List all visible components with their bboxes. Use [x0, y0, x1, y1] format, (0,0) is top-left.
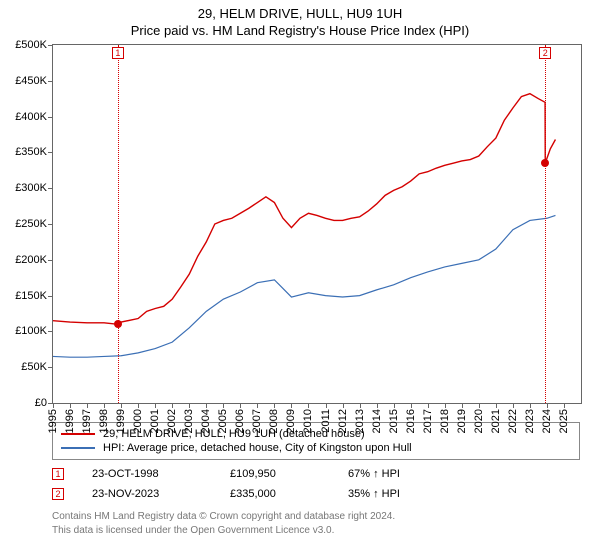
y-axis-label: £450K	[15, 75, 47, 87]
y-axis-label: £400K	[15, 111, 47, 123]
x-axis-label: 2004	[200, 409, 212, 433]
x-axis-label: 2002	[166, 409, 178, 433]
sale-marker: 1	[112, 47, 124, 59]
x-axis-label: 2019	[456, 409, 468, 433]
x-axis-label: 2023	[524, 409, 536, 433]
x-axis-label: 2016	[405, 409, 417, 433]
y-axis-label: £300K	[15, 182, 47, 194]
legend-row: HPI: Average price, detached house, City…	[61, 441, 571, 455]
x-axis-label: 1997	[81, 409, 93, 433]
chart-container: 29, HELM DRIVE, HULL, HU9 1UH Price paid…	[0, 0, 600, 560]
footer-line: Contains HM Land Registry data © Crown c…	[52, 510, 580, 524]
x-axis-label: 2024	[541, 409, 553, 433]
sale-hpi-pct: 67% ↑ HPI	[348, 468, 400, 480]
x-axis-label: 2012	[337, 409, 349, 433]
x-axis-label: 2021	[490, 409, 502, 433]
x-axis-label: 2018	[439, 409, 451, 433]
footer-attribution: Contains HM Land Registry data © Crown c…	[52, 510, 580, 537]
sales-row: 2 23-NOV-2023 £335,000 35% ↑ HPI	[52, 484, 580, 504]
y-axis-label: £50K	[21, 361, 47, 373]
x-axis-label: 2008	[268, 409, 280, 433]
x-axis-label: 1998	[98, 409, 110, 433]
y-axis-label: £250K	[15, 218, 47, 230]
x-axis-label: 2017	[422, 409, 434, 433]
x-axis-label: 1999	[115, 409, 127, 433]
x-axis-label: 2014	[371, 409, 383, 433]
chart-plot-area: 12 £0£50K£100K£150K£200K£250K£300K£350K£…	[52, 44, 582, 404]
y-axis-label: £150K	[15, 290, 47, 302]
x-axis-label: 2005	[217, 409, 229, 433]
hpi-line	[53, 215, 555, 357]
sale-marker-icon: 1	[52, 468, 64, 480]
x-axis-label: 2015	[388, 409, 400, 433]
x-axis-label: 2010	[302, 409, 314, 433]
legend-label: HPI: Average price, detached house, City…	[103, 442, 412, 454]
x-axis-label: 2003	[183, 409, 195, 433]
footer-line: This data is licensed under the Open Gov…	[52, 524, 580, 538]
sale-date: 23-OCT-1998	[92, 468, 202, 480]
sale-marker-icon: 2	[52, 488, 64, 500]
y-axis-label: £500K	[15, 39, 47, 51]
sale-date: 23-NOV-2023	[92, 488, 202, 500]
y-axis-label: £350K	[15, 146, 47, 158]
address-title: 29, HELM DRIVE, HULL, HU9 1UH	[0, 0, 600, 21]
y-axis-label: £200K	[15, 254, 47, 266]
x-axis-label: 2000	[132, 409, 144, 433]
x-axis-label: 2022	[507, 409, 519, 433]
price-paid-line	[53, 94, 555, 325]
x-axis-label: 2009	[285, 409, 297, 433]
sale-price: £335,000	[230, 488, 320, 500]
legend-swatch	[61, 447, 95, 449]
x-axis-label: 2006	[234, 409, 246, 433]
y-axis-label: £100K	[15, 325, 47, 337]
x-axis-label: 1996	[64, 409, 76, 433]
x-axis-label: 2001	[149, 409, 161, 433]
chart-svg	[53, 45, 581, 403]
sale-hpi-pct: 35% ↑ HPI	[348, 488, 400, 500]
x-axis-label: 2011	[320, 409, 332, 433]
x-axis-label: 2020	[473, 409, 485, 433]
y-axis-label: £0	[35, 397, 47, 409]
chart-subtitle: Price paid vs. HM Land Registry's House …	[0, 21, 600, 44]
sales-row: 1 23-OCT-1998 £109,950 67% ↑ HPI	[52, 464, 580, 484]
x-axis-label: 2025	[558, 409, 570, 433]
x-axis-label: 2007	[251, 409, 263, 433]
x-axis-label: 2013	[354, 409, 366, 433]
sales-table: 1 23-OCT-1998 £109,950 67% ↑ HPI 2 23-NO…	[52, 464, 580, 504]
sale-marker: 2	[539, 47, 551, 59]
x-axis-label: 1995	[47, 409, 59, 433]
sale-price: £109,950	[230, 468, 320, 480]
